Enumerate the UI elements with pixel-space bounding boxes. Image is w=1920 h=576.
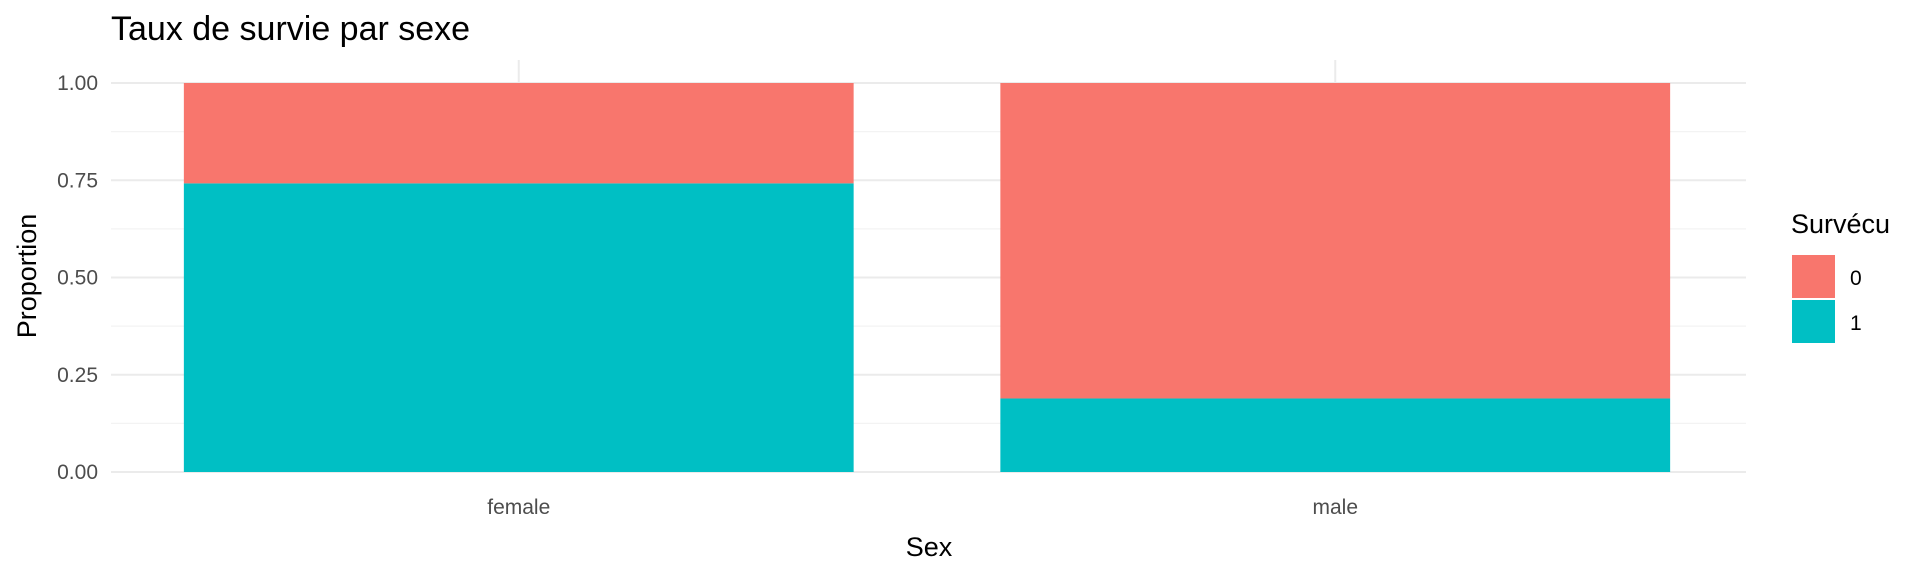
y-tick-label: 0.75 [57,169,98,192]
bar-male-survived-0 [1000,83,1671,399]
y-axis-ticks: 0.00 0.25 0.50 0.75 1.00 [57,72,98,484]
bars [183,83,1671,472]
legend-swatch-0 [1792,255,1835,298]
legend-title: Survécu [1791,209,1890,239]
y-axis-title: Proportion [12,214,42,339]
y-tick-label: 1.00 [57,72,98,95]
chart-title: Taux de survie par sexe [111,10,470,48]
x-axis-ticks: female male [487,496,1358,519]
y-tick-label: 0.00 [57,461,98,484]
legend-label-1: 1 [1850,312,1862,335]
bar-female-survived-0 [183,83,854,184]
legend: Survécu 0 1 [1791,209,1890,343]
y-tick-label: 0.50 [57,267,98,290]
bar-female-survived-1 [183,183,854,472]
x-axis-title: Sex [906,532,953,562]
legend-label-0: 0 [1850,267,1862,290]
bar-male-survived-1 [1000,398,1671,472]
legend-swatch-1 [1792,300,1835,343]
y-tick-label: 0.25 [57,364,98,387]
x-tick-label: female [487,496,550,519]
x-tick-label: male [1312,496,1358,519]
